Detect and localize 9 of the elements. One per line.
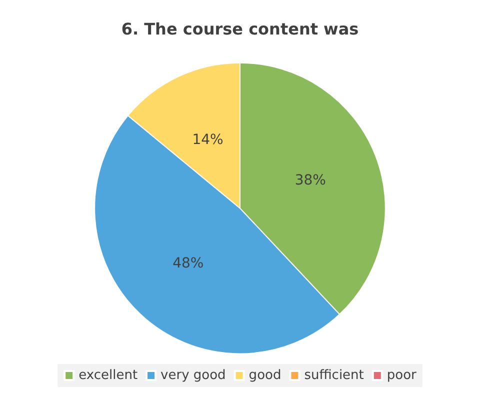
data-label: 38%: [294, 172, 326, 188]
legend-label: excellent: [78, 368, 138, 383]
legend-label: very good: [160, 368, 226, 383]
data-label: 14%: [192, 132, 224, 148]
chart-title: 6. The course content was: [121, 20, 359, 38]
legend-label: good: [248, 368, 282, 383]
data-label: 48%: [172, 255, 204, 272]
legend-label: poor: [386, 368, 418, 383]
legend-label: sufficient: [304, 368, 364, 383]
